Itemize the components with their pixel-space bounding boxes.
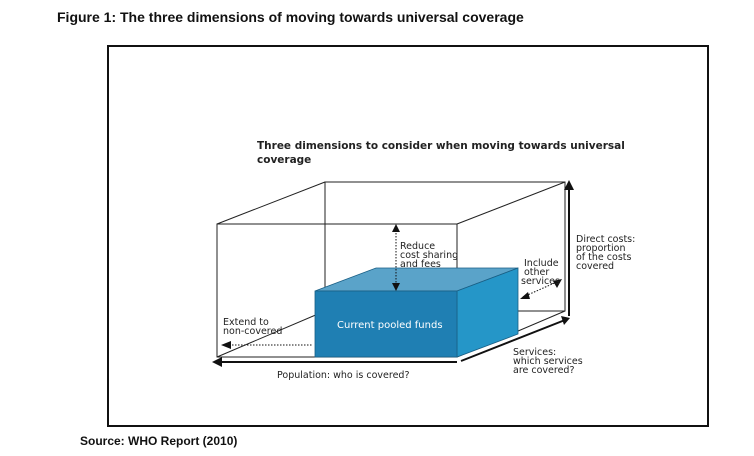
services-label-line-1: Services: [513,347,556,358]
pooled-box-front [314,290,458,358]
source-citation: Source: WHO Report (2010) [80,434,238,448]
reduce-cost-sharing-arrow [392,224,400,291]
population-axis-arrow [212,357,457,367]
reduce-label-line-2: cost sharing [400,250,458,261]
extend-label-line-2: non-covered [223,326,282,337]
current-pooled-funds-box [314,267,519,358]
figure-title: Figure 1: The three dimensions of moving… [57,9,524,25]
direct-costs-line-1: Direct costs: [576,234,635,245]
direct-costs-line-3: of the costs [576,252,631,263]
include-label-line-3: services [521,276,560,287]
diagram-heading-line-2: coverage [257,154,311,166]
extend-to-non-covered-arrow [221,341,313,349]
pooled-funds-label: Current pooled funds [337,320,443,331]
include-label-line-2: other [524,267,549,278]
direct-costs-line-2: proportion [576,243,626,254]
services-label-line-3: are covered? [513,365,575,376]
reduce-label-line-3: and fees [400,259,441,270]
direct-costs-axis-arrow [564,180,574,316]
include-label-line-1: Include [524,258,559,269]
diagram-heading-line-1: Three dimensions to consider when moving… [257,140,625,152]
services-axis-arrow [460,316,570,362]
include-other-services-arrow [520,279,562,299]
services-label-line-2: which services [513,356,583,367]
reduce-label-line-1: Reduce [400,241,435,252]
population-label: Population: who is covered? [277,370,409,381]
figure-frame [107,45,709,427]
direct-costs-line-4: covered [576,261,614,272]
extend-label-line-1: Extend to [223,317,269,328]
